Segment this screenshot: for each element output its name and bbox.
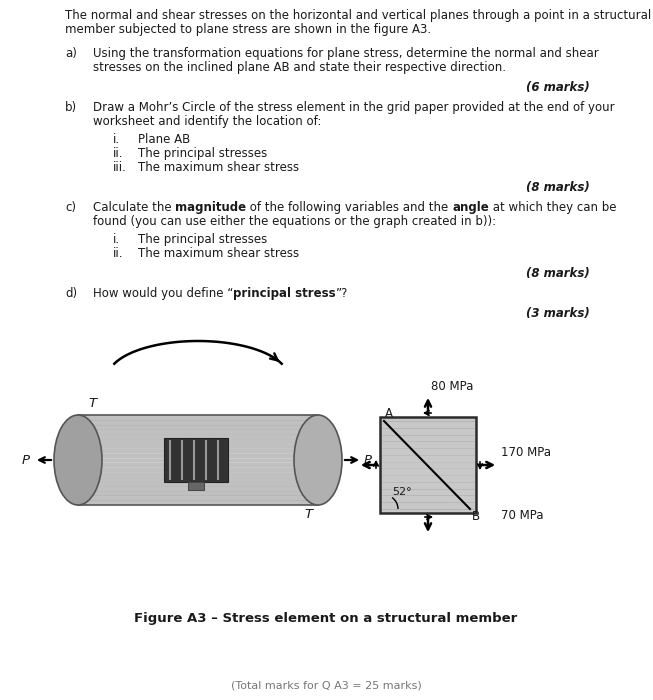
Polygon shape <box>164 438 228 482</box>
Text: B: B <box>472 510 480 523</box>
Text: c): c) <box>65 201 76 214</box>
Text: T: T <box>88 397 96 410</box>
Text: The maximum shear stress: The maximum shear stress <box>138 247 299 260</box>
Text: i.: i. <box>113 233 120 246</box>
Text: Plane AB: Plane AB <box>138 133 190 146</box>
Text: Draw a Mohr’s Circle of the stress element in the grid paper provided at the end: Draw a Mohr’s Circle of the stress eleme… <box>93 101 614 114</box>
Text: P: P <box>364 454 372 466</box>
Text: ”?: ”? <box>336 287 348 300</box>
Text: (8 marks): (8 marks) <box>526 267 590 280</box>
Text: Using the transformation equations for plane stress, determine the normal and sh: Using the transformation equations for p… <box>93 47 599 60</box>
Text: (6 marks): (6 marks) <box>526 81 590 94</box>
Text: The maximum shear stress: The maximum shear stress <box>138 161 299 174</box>
Polygon shape <box>380 417 476 513</box>
Text: member subjected to plane stress are shown in the figure A3.: member subjected to plane stress are sho… <box>65 23 431 36</box>
Text: principal stress: principal stress <box>233 287 336 300</box>
Text: at which they can be: at which they can be <box>489 201 616 214</box>
Ellipse shape <box>294 415 342 505</box>
Polygon shape <box>188 482 204 490</box>
Text: 170 MPa: 170 MPa <box>501 446 551 459</box>
Polygon shape <box>78 415 318 505</box>
Text: magnitude: magnitude <box>176 201 246 214</box>
Text: Calculate the: Calculate the <box>93 201 176 214</box>
Text: (8 marks): (8 marks) <box>526 181 590 194</box>
Text: T: T <box>304 508 312 521</box>
Text: A: A <box>385 407 393 420</box>
Text: P: P <box>22 454 30 466</box>
Text: stresses on the inclined plane AB and state their respective direction.: stresses on the inclined plane AB and st… <box>93 61 506 74</box>
Text: d): d) <box>65 287 77 300</box>
Text: b): b) <box>65 101 77 114</box>
Text: 52°: 52° <box>392 487 411 497</box>
Text: 80 MPa: 80 MPa <box>431 380 473 393</box>
Ellipse shape <box>54 415 102 505</box>
Text: angle: angle <box>453 201 489 214</box>
Text: The principal stresses: The principal stresses <box>138 233 267 246</box>
Text: How would you define “: How would you define “ <box>93 287 233 300</box>
Text: a): a) <box>65 47 77 60</box>
Text: (Total marks for Q A3 = 25 marks): (Total marks for Q A3 = 25 marks) <box>231 680 421 690</box>
Text: of the following variables and the: of the following variables and the <box>246 201 453 214</box>
Text: Figure A3 – Stress element on a structural member: Figure A3 – Stress element on a structur… <box>135 612 518 625</box>
Text: ii.: ii. <box>113 247 123 260</box>
Text: ii.: ii. <box>113 147 123 160</box>
Text: The normal and shear stresses on the horizontal and vertical planes through a po: The normal and shear stresses on the hor… <box>65 9 651 22</box>
Text: i.: i. <box>113 133 120 146</box>
Text: 70 MPa: 70 MPa <box>501 509 543 522</box>
Text: iii.: iii. <box>113 161 127 174</box>
Text: worksheet and identify the location of:: worksheet and identify the location of: <box>93 115 321 128</box>
Text: (3 marks): (3 marks) <box>526 307 590 320</box>
Text: The principal stresses: The principal stresses <box>138 147 267 160</box>
Text: found (you can use either the equations or the graph created in b)):: found (you can use either the equations … <box>93 215 496 228</box>
